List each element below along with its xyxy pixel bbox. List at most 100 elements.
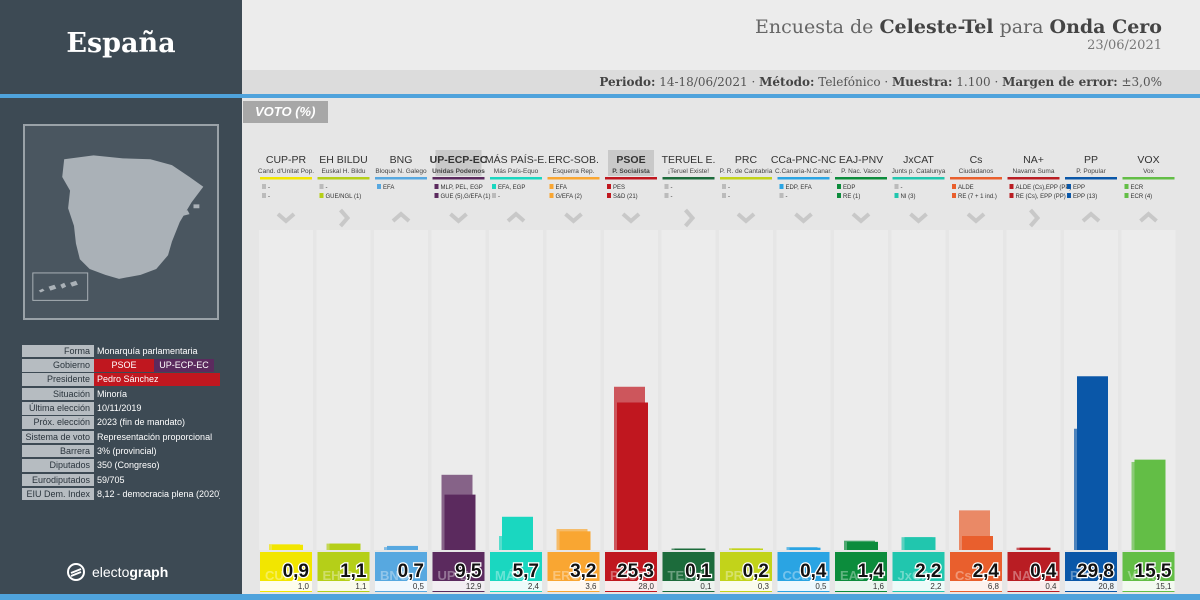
party-subname: Esquerra Rep. <box>553 168 595 175</box>
party-color-strip <box>1122 177 1175 180</box>
party-logo-watermark: UP-E <box>438 568 469 583</box>
bar-poll <box>1134 459 1166 550</box>
eu-group-marker <box>434 184 439 189</box>
party-name: Cs <box>970 154 983 166</box>
prev-value-label: 12,9 <box>466 582 482 591</box>
bar-poll <box>1077 376 1108 550</box>
eu-group-marker <box>434 193 439 198</box>
column-bg <box>719 230 773 550</box>
info-row: EIU Dem. Index 8,12 - democracia plena (2… <box>22 487 220 501</box>
info-value: Representación proporcional <box>97 431 213 442</box>
party-name: UP-ECP-EC <box>430 154 488 166</box>
trend-chevron <box>338 208 351 228</box>
party-color-strip <box>547 177 600 180</box>
party-logo-watermark: EH B <box>323 568 354 583</box>
trend-chevron <box>564 212 583 224</box>
party-logo-watermark: CCa- <box>783 568 813 583</box>
party-logo-watermark: NA+ <box>1013 568 1040 583</box>
party-color-strip <box>950 177 1002 180</box>
poll-value-label: 0,1 <box>685 561 712 582</box>
eu-group-label: - <box>671 194 673 200</box>
poll-value-label: 29,8 <box>1077 561 1114 582</box>
logo-text-a: electo <box>92 564 130 580</box>
poll-value-label: 15,5 <box>1135 561 1172 582</box>
bar-poll <box>559 531 591 550</box>
trend-chevron <box>449 212 468 224</box>
poll-date: 23/06/2021 <box>1087 38 1162 53</box>
eu-group-label: - <box>671 185 673 191</box>
prev-value-strip <box>490 581 542 591</box>
party-name: ERC-SOB. <box>548 154 599 166</box>
eu-group-label: ECR (4) <box>1131 194 1153 200</box>
trend-chevron <box>391 211 411 223</box>
eu-group-label: - <box>498 194 500 200</box>
eu-group-label: MLP, PEL, EGP <box>441 185 483 191</box>
country-info-table: Forma Monarquía parlamentaria Gobierno PSOE… <box>22 344 220 501</box>
prev-value-strip <box>892 581 945 591</box>
prev-value-strip <box>662 581 715 591</box>
eu-group-marker <box>894 193 899 198</box>
info-label: Última elección <box>22 402 94 415</box>
logo-icon <box>67 563 85 581</box>
party-color-strip <box>317 177 370 180</box>
bar-poll <box>329 543 361 550</box>
eu-group-marker <box>377 184 381 189</box>
eu-group-marker <box>1009 193 1014 198</box>
info-value: 8,12 - democracia plena (2020) <box>97 488 220 499</box>
info-label: Presidente <box>22 373 94 386</box>
info-value: 350 (Congreso) <box>97 460 160 471</box>
gov-party-badge: UP-ECP-EC <box>154 359 214 372</box>
eu-group-marker <box>262 184 266 189</box>
party-color-strip <box>1065 177 1117 180</box>
bar-poll <box>272 544 303 550</box>
party-name: BNG <box>390 154 413 166</box>
eu-group-marker <box>837 184 841 189</box>
info-label: Barrera <box>22 444 94 458</box>
trend-chevron <box>683 208 696 228</box>
party-logo-watermark: VOX <box>1128 568 1156 583</box>
party-color-strip <box>1007 177 1060 180</box>
eu-group-marker <box>1124 193 1129 198</box>
bar-poll <box>962 536 993 550</box>
eu-group-label: EFA <box>556 185 567 191</box>
party-subname: Navarra Suma <box>1013 168 1055 175</box>
eu-group-label: - <box>268 185 270 191</box>
prev-value-label: 6,8 <box>988 582 1000 591</box>
info-row: Diputados 350 (Congreso) <box>22 458 220 472</box>
trend-chevron <box>851 212 871 224</box>
eu-group-marker <box>664 193 669 198</box>
eu-group-marker <box>607 193 611 198</box>
poll-value-label: 9,5 <box>455 561 482 582</box>
prev-value-strip <box>1065 581 1117 591</box>
party-name: EH BILDU <box>319 154 367 166</box>
party-color-strip <box>662 177 715 180</box>
eu-group-marker <box>894 184 899 189</box>
info-row: Sistema de voto Representación proporcion… <box>22 430 220 444</box>
party-logo-watermark: TERU <box>668 568 703 583</box>
party-subname: P. Popular <box>1076 168 1106 175</box>
info-row: Gobierno PSOE UP-ECP-EC <box>22 358 220 372</box>
prev-value-strip <box>547 581 600 591</box>
gov-party-badge: PSOE <box>94 359 154 372</box>
column-bg <box>1006 230 1061 550</box>
party-color-strip <box>432 177 485 180</box>
bar-poll <box>732 548 763 550</box>
party-color-strip <box>605 177 657 180</box>
party-color-strip <box>490 177 542 180</box>
party-subname: Vox <box>1143 168 1155 175</box>
party-subname: Cand. d'Unitat Pop. <box>258 168 314 175</box>
column-bg <box>316 230 371 550</box>
info-row: Forma Monarquía parlamentaria <box>22 344 220 358</box>
column-bg <box>891 230 946 550</box>
poll-title: Encuesta de Celeste-Tel para Onda Cero <box>755 16 1162 38</box>
column-bg <box>546 230 601 550</box>
trend-chevron <box>966 212 986 224</box>
eu-group-marker <box>952 184 956 189</box>
party-logo-watermark: BNG <box>380 568 409 583</box>
country-map <box>23 124 219 320</box>
eu-group-label: NI (3) <box>901 194 916 200</box>
electograph-logo: electograph <box>66 562 168 582</box>
eu-group-marker <box>779 184 784 189</box>
eu-group-marker <box>722 184 726 189</box>
party-name: EAJ-PNV <box>839 154 883 166</box>
